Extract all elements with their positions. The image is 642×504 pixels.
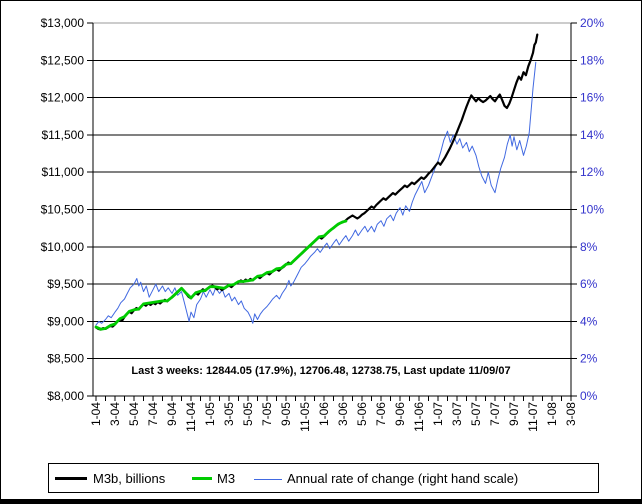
legend: M3b, billions M3 Annual rate of change (… [48, 463, 599, 493]
x-tick-label: 11-05 [298, 402, 312, 432]
x-tick-label: 3-08 [564, 402, 578, 426]
y-left-tick-label: $9,500 [47, 277, 84, 291]
y-left-tick-label: $12,000 [41, 91, 85, 105]
y-left-tick-label: $11,500 [42, 128, 85, 142]
y-left-tick-label: $8,000 [47, 389, 84, 403]
x-tick-label: 5-05 [241, 402, 255, 426]
y-left-tick-label: $10,500 [41, 203, 85, 217]
annotation-last-weeks: Last 3 weeks: 12844.05 (17.9%), 12706.48… [131, 365, 511, 377]
x-tick-label: 7-05 [260, 402, 274, 426]
x-tick-label: 9-05 [279, 402, 293, 426]
legend-line-m3 [192, 477, 212, 480]
x-tick-label: 7-06 [374, 402, 388, 426]
series-line-rate [95, 61, 537, 326]
y-right-tick-label: 8% [580, 240, 598, 254]
y-right-tick-label: 16% [580, 91, 604, 105]
x-tick-label: 11-07 [526, 402, 540, 432]
y-left-tick-label: $9,000 [47, 314, 84, 328]
y-right-tick-label: 18% [580, 53, 604, 67]
legend-label-m3b: M3b, billions [93, 471, 166, 486]
x-tick-label: 5-04 [127, 402, 141, 426]
legend-label-m3: M3 [217, 471, 236, 486]
y-right-tick-label: 10% [580, 203, 604, 217]
x-tick-label: 9-04 [165, 402, 179, 426]
x-tick-label: 5-07 [469, 402, 483, 426]
x-tick-label: 11-06 [412, 402, 426, 432]
x-tick-label: 3-05 [222, 402, 236, 426]
x-tick-label: 3-06 [336, 402, 350, 426]
y-left-tick-label: $8,500 [47, 352, 84, 366]
x-tick-label: 11-04 [184, 402, 198, 432]
x-tick-label: 3-04 [108, 402, 122, 426]
legend-label-rate: Annual rate of change (right hand scale) [287, 471, 519, 486]
x-tick-label: 1-05 [203, 402, 217, 426]
x-tick-label: 7-04 [146, 402, 160, 426]
y-left-tick-label: $11,000 [42, 165, 85, 179]
legend-line-m3b [55, 477, 87, 480]
x-tick-label: 5-06 [355, 402, 369, 426]
y-left-tick-label: $10,000 [41, 240, 85, 254]
y-right-tick-label: 14% [580, 128, 604, 142]
y-left-tick-label: $13,000 [41, 16, 85, 30]
y-right-tick-label: 12% [580, 165, 604, 179]
x-tick-label: 1-07 [431, 402, 445, 426]
y-left-tick-label: $12,500 [41, 53, 85, 67]
y-right-tick-label: 2% [580, 352, 598, 366]
x-tick-label: 1-04 [89, 402, 103, 426]
series-line-m3 [94, 219, 348, 331]
x-tick-label: 3-07 [450, 402, 464, 426]
x-tick-label: 9-06 [393, 402, 407, 426]
y-right-tick-label: 20% [580, 16, 604, 30]
x-tick-label: 1-06 [317, 402, 331, 426]
x-tick-label: 9-07 [507, 402, 521, 426]
y-right-tick-label: 4% [580, 314, 598, 328]
x-tick-label: 7-07 [488, 402, 502, 426]
y-right-tick-label: 6% [580, 277, 598, 291]
plot-svg: $13,000 20% $12,500 18% $12,000 16% $11,500 14%… [41, 16, 605, 432]
series-line-m3b [94, 33, 539, 331]
x-tick-label: 1-08 [545, 402, 559, 426]
y-right-tick-label: 0% [580, 389, 598, 403]
legend-line-rate [254, 479, 282, 480]
